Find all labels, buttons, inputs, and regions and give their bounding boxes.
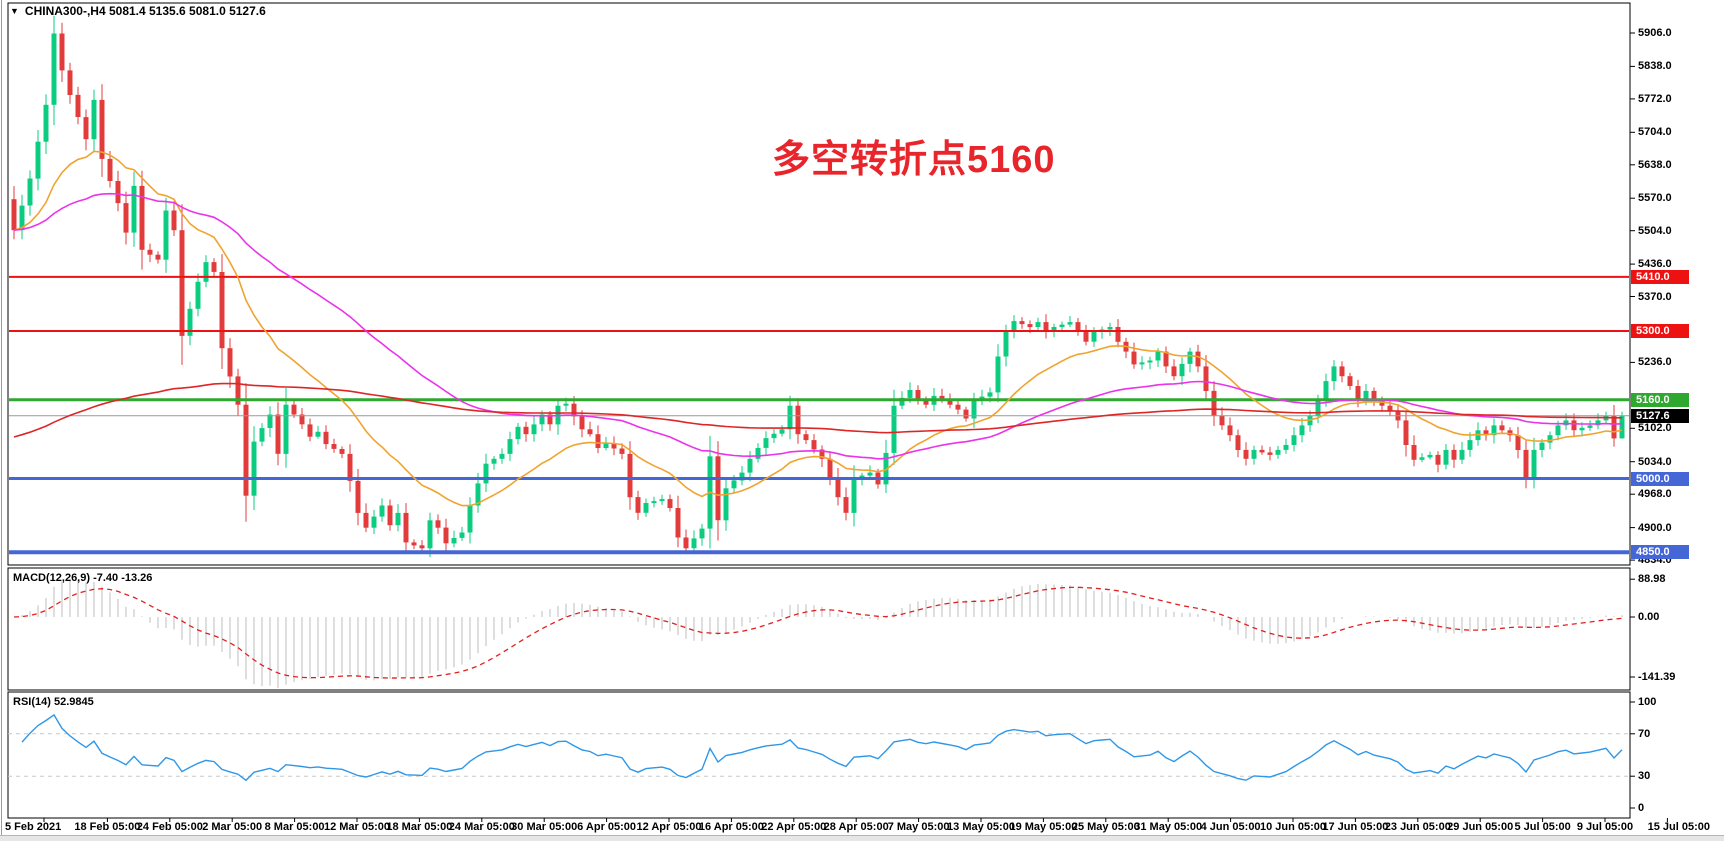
hline-price-label: 4850.0 xyxy=(1631,545,1689,560)
macd-name: MACD(12,26,9) xyxy=(13,572,91,584)
hline-price-label: 5000.0 xyxy=(1631,471,1689,486)
price-tick-label: 4900.0 xyxy=(1638,521,1672,534)
symbol-quote-header: ▼ CHINA300-,H4 5081.4 5135.6 5081.0 5127.… xyxy=(10,4,266,18)
rsi-indicator-label: RSI(14) 52.9845 xyxy=(13,696,94,708)
price-tick-label: 5638.0 xyxy=(1638,158,1672,171)
time-axis-label: 12 Apr 05:00 xyxy=(636,821,702,833)
hline-price-label: 5410.0 xyxy=(1631,269,1689,284)
macd-tick-label: -141.39 xyxy=(1638,671,1676,683)
price-tick-label: 5838.0 xyxy=(1638,60,1672,73)
time-axis-label: 10 Jun 05:00 xyxy=(1259,821,1327,833)
time-axis-label: 18 Mar 05:00 xyxy=(386,821,453,833)
time-axis-label: 8 Mar 05:00 xyxy=(264,821,325,833)
rsi-tick-label: 0 xyxy=(1638,802,1645,814)
window-bottom-edge xyxy=(0,835,1724,841)
symbol-dropdown-icon[interactable]: ▼ xyxy=(10,6,19,16)
annotation-text: 多空转折点5160 xyxy=(772,139,1056,181)
time-axis-label: 24 Mar 05:00 xyxy=(448,821,515,833)
time-axis-label: 2 Mar 05:00 xyxy=(202,821,263,833)
time-axis-label: 7 May 05:00 xyxy=(887,821,950,833)
time-axis-label: 19 May 05:00 xyxy=(1009,821,1078,833)
rsi-tick-label: 100 xyxy=(1638,696,1657,708)
price-tick-label: 5034.0 xyxy=(1638,455,1672,468)
price-tick-label: 5772.0 xyxy=(1638,92,1672,105)
time-axis-label: 12 Mar 05:00 xyxy=(323,821,391,833)
time-axis-label: 13 May 05:00 xyxy=(947,821,1015,833)
time-axis-label: 25 May 05:00 xyxy=(1071,821,1140,833)
symbol-name: CHINA300-,H4 xyxy=(24,4,106,18)
rsi-tick-label: 70 xyxy=(1638,727,1651,740)
rsi-tick-label: 30 xyxy=(1638,770,1651,783)
price-tick-label: 5102.0 xyxy=(1638,422,1672,435)
price-tick-label: 5436.0 xyxy=(1638,258,1672,271)
price-tick-label: 5236.0 xyxy=(1638,356,1672,369)
time-axis-label: 16 Apr 05:00 xyxy=(698,821,764,833)
time-axis-label: 30 Mar 05:00 xyxy=(511,821,578,833)
time-axis-label: 28 Apr 05:00 xyxy=(823,821,889,833)
time-axis-label: 23 Jun 05:00 xyxy=(1384,821,1451,833)
time-axis-label: 6 Apr 05:00 xyxy=(577,821,637,833)
price-tick-label: 5370.0 xyxy=(1638,290,1672,303)
time-axis-label: 17 Jun 05:00 xyxy=(1322,821,1389,833)
rsi-value: 52.9845 xyxy=(50,696,94,708)
time-axis-label: 29 Jun 05:00 xyxy=(1447,821,1514,833)
time-axis-label: 4 Jun 05:00 xyxy=(1200,821,1261,833)
macd-tick-label: 88.98 xyxy=(1638,573,1666,586)
macd-values: -7.40 -13.26 xyxy=(90,572,153,584)
price-tick-label: 4968.0 xyxy=(1638,488,1672,501)
quote-ohlc: 5081.4 5135.6 5081.0 5127.6 xyxy=(108,4,266,18)
price-tick-label: 5570.0 xyxy=(1638,192,1672,205)
price-tick-label: 5704.0 xyxy=(1638,126,1672,139)
rsi-name: RSI(14) xyxy=(13,696,51,708)
hline-price-label: 5160.0 xyxy=(1631,392,1689,407)
time-axis-label: 15 Jul 05:00 xyxy=(1647,821,1710,833)
price-tick-label: 5906.0 xyxy=(1638,27,1672,39)
time-axis-label: 9 Jul 05:00 xyxy=(1576,821,1634,833)
time-axis-label: 5 Feb 2021 xyxy=(5,821,62,833)
time-axis-label: 22 Apr 05:00 xyxy=(761,821,827,833)
macd-tick-label: 0.00 xyxy=(1638,611,1660,623)
time-axis-label: 5 Jul 05:00 xyxy=(1514,821,1571,833)
window-left-border xyxy=(1,0,2,836)
time-axis-label: 18 Feb 05:00 xyxy=(74,821,141,833)
macd-indicator-label: MACD(12,26,9) -7.40 -13.26 xyxy=(13,572,152,584)
time-axis-label: 31 May 05:00 xyxy=(1134,821,1203,833)
time-axis-label: 24 Feb 05:00 xyxy=(136,821,203,833)
hline-price-label: 5300.0 xyxy=(1631,324,1689,338)
current-price-label: 5127.6 xyxy=(1631,408,1689,423)
price-tick-label: 5504.0 xyxy=(1638,224,1672,237)
